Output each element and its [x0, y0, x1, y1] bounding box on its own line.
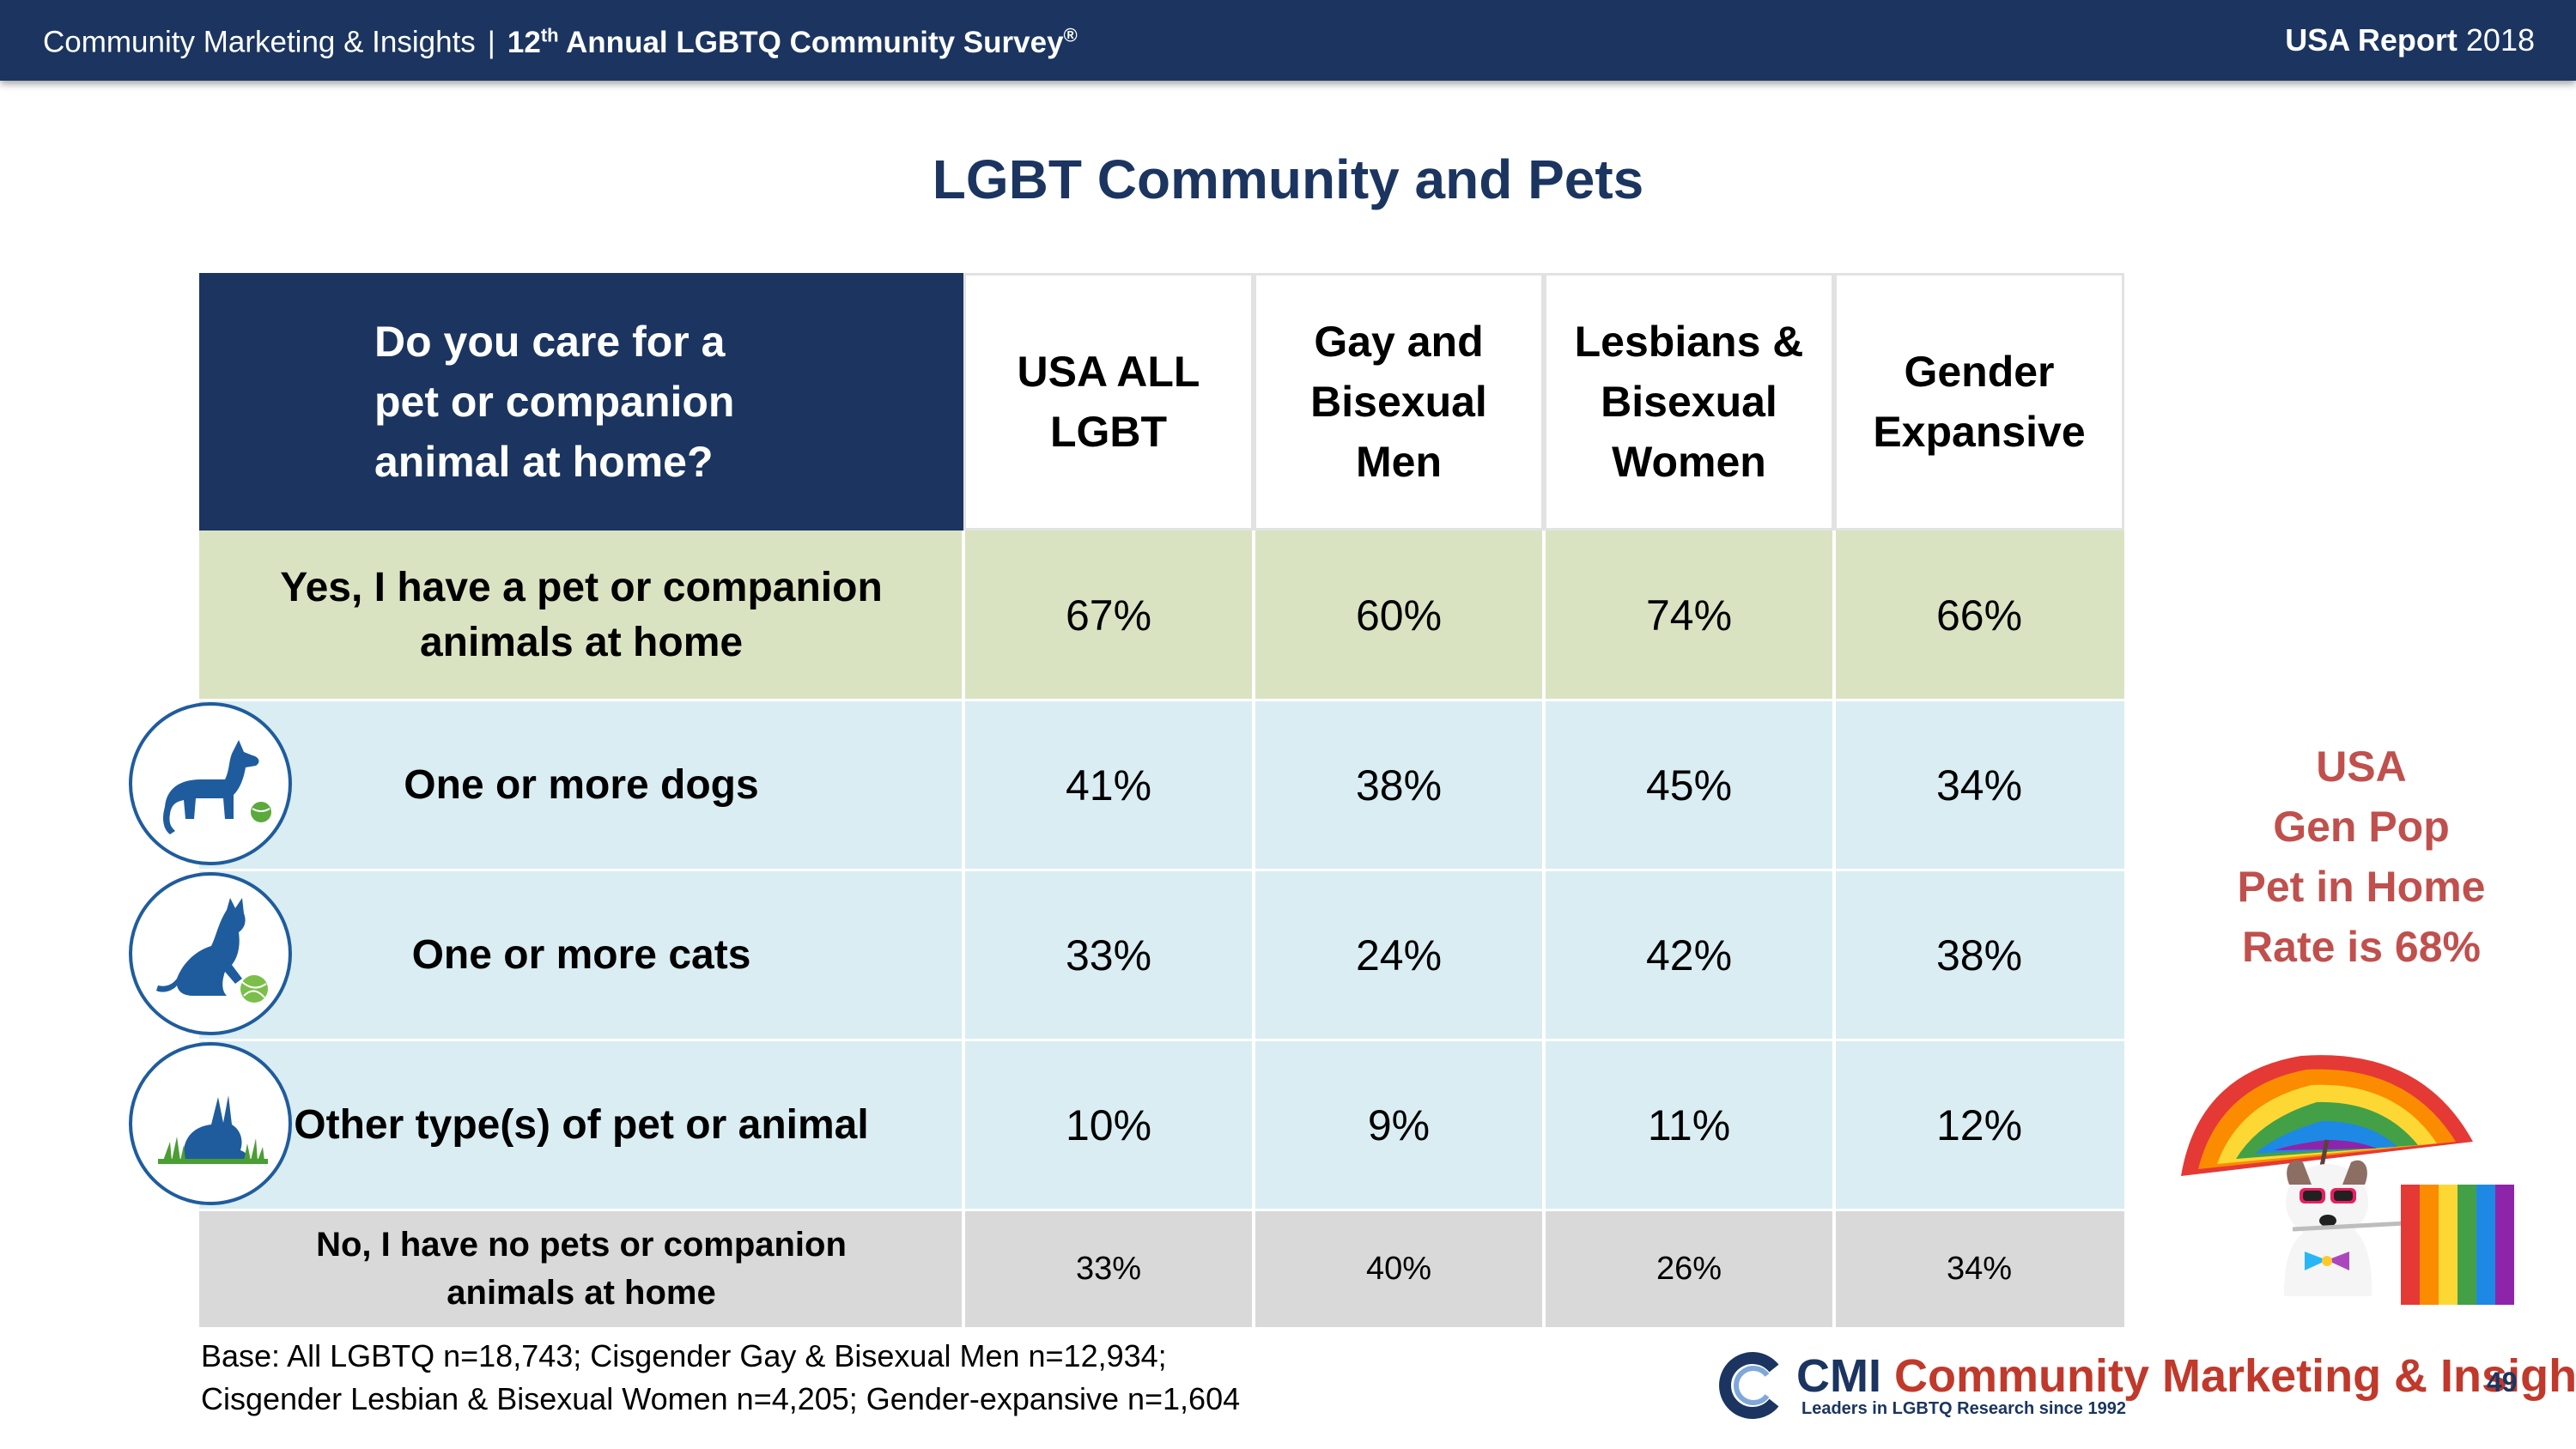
- page-number: 49: [2487, 1367, 2518, 1397]
- divider: [1252, 530, 1255, 1327]
- base-footnote: Base: All LGBTQ n=18,743; Cisgender Gay …: [201, 1335, 1240, 1421]
- divider: [1542, 530, 1546, 1327]
- value-cell: 34%: [1946, 1250, 2013, 1287]
- survey-edition-suffix: th: [540, 24, 559, 45]
- question-line: pet or companion: [374, 378, 735, 426]
- divider: [199, 1209, 2124, 1211]
- logo-text: CMI Community Marketing & Insights: [1796, 1349, 2576, 1403]
- survey-title: 12th Annual LGBTQ Community Survey®: [507, 24, 1078, 59]
- header-line: LGBT: [1049, 408, 1168, 456]
- callout-line: Gen Pop: [2273, 803, 2450, 851]
- top-bar: Community Marketing & Insights | 12th Annu…: [0, 0, 2576, 81]
- divider: [199, 1039, 2124, 1041]
- report-name: USA Report: [2285, 22, 2458, 58]
- row-label-line: animals at home: [447, 1274, 716, 1312]
- callout-line: Pet in Home: [2237, 863, 2486, 911]
- row-bg-yes: [199, 530, 2124, 700]
- row-label-line: Yes, I have a pet or companion: [280, 565, 883, 610]
- org-name: Community Marketing & Insights: [43, 25, 476, 59]
- value-cell: 45%: [1645, 761, 1733, 809]
- header-line: USA ALL: [1017, 348, 1200, 396]
- value-cell: 11%: [1647, 1101, 1731, 1149]
- survey-name: Annual LGBTQ Community Survey: [566, 25, 1064, 59]
- header-line: Gender: [1904, 348, 2055, 396]
- value-cell: 38%: [1935, 931, 2023, 979]
- page-title: LGBT Community and Pets: [932, 149, 1644, 210]
- value-cell: 60%: [1355, 591, 1443, 640]
- question-line: Do you care for a: [374, 318, 726, 366]
- callout-line: USA: [2316, 743, 2407, 791]
- header-line: Bisexual: [1310, 378, 1487, 426]
- row-label-cats: One or more cats: [411, 932, 751, 978]
- report-year: 2018: [2465, 22, 2535, 58]
- divider: [199, 699, 2124, 701]
- header-line: Gay and: [1314, 318, 1484, 366]
- question-header: Do you care for a pet or companion anima…: [199, 273, 963, 530]
- footnote-line: Cisgender Lesbian & Bisexual Women n=4,2…: [201, 1381, 1241, 1416]
- value-cell: 41%: [1065, 761, 1152, 809]
- column-header-lesbian-bi-women: Lesbians & Bisexual Women: [1544, 273, 1834, 530]
- logo-name: Community Marketing & Insights: [1894, 1350, 2576, 1402]
- logo-abbr: CMI: [1796, 1350, 1881, 1402]
- header-line: Lesbians &: [1574, 318, 1804, 366]
- value-cell: 10%: [1065, 1101, 1152, 1149]
- value-cell: 34%: [1935, 761, 2023, 809]
- rainbow-dog-image: [2164, 1039, 2533, 1326]
- value-cell: 66%: [1935, 591, 2023, 640]
- column-header-gay-bi-men: Gay and Bisexual Men: [1254, 273, 1544, 530]
- row-label-yes: Yes, I have a pet or companion animals at…: [199, 530, 963, 700]
- header-line: Men: [1355, 438, 1442, 486]
- value-cell: 33%: [1075, 1250, 1142, 1287]
- column-header-gender-expansive: Gender Expansive: [1834, 273, 2124, 530]
- header-line: Expansive: [1873, 408, 2086, 456]
- callout-line: Rate is 68%: [2242, 923, 2481, 971]
- value-cell: 9%: [1367, 1101, 1431, 1149]
- row-bg-pets: [199, 700, 2124, 1210]
- divider: [1832, 530, 1836, 1327]
- cat-icon: [129, 872, 292, 1035]
- registered-mark: ®: [1063, 24, 1078, 45]
- value-cell: 24%: [1355, 931, 1443, 979]
- rabbit-icon: [129, 1042, 292, 1205]
- header-line: Bisexual: [1601, 378, 1777, 426]
- value-cell: 38%: [1355, 761, 1443, 809]
- value-cell: 40%: [1365, 1250, 1432, 1287]
- dog-icon: [129, 702, 292, 865]
- column-header-usa-all: USA ALL LGBT: [963, 273, 1254, 530]
- logo-tagline: Leaders in LGBTQ Research since 1992: [1801, 1399, 2126, 1418]
- footnote-line: Base: All LGBTQ n=18,743; Cisgender Gay …: [201, 1338, 1167, 1373]
- survey-header: Community Marketing & Insights | 12th Annu…: [43, 24, 1078, 60]
- value-cell: 33%: [1065, 931, 1152, 979]
- value-cell: 26%: [1656, 1250, 1722, 1287]
- header-separator: |: [487, 25, 495, 59]
- survey-edition: 12: [507, 25, 541, 59]
- row-label-line: animals at home: [419, 620, 744, 665]
- cmi-logo-mark: [1719, 1352, 1779, 1419]
- question-line: animal at home?: [374, 438, 714, 486]
- value-cell: 42%: [1645, 931, 1733, 979]
- value-cell: 67%: [1065, 591, 1152, 640]
- report-label: USA Report 2018: [2285, 22, 2535, 58]
- value-cell: 12%: [1935, 1101, 2023, 1149]
- divider: [962, 530, 965, 1327]
- row-label-line: No, I have no pets or companion: [316, 1226, 847, 1264]
- gen-pop-callout: USA Gen Pop Pet in Home Rate is 68%: [2198, 737, 2524, 977]
- divider: [199, 869, 2124, 871]
- value-cell: 74%: [1645, 591, 1733, 640]
- row-label-no: No, I have no pets or companion animals a…: [199, 1210, 963, 1327]
- row-bg-no: [199, 1210, 2124, 1327]
- row-label-dogs: One or more dogs: [404, 762, 759, 808]
- header-line: Women: [1612, 438, 1766, 486]
- row-label-other: Other type(s) of pet or animal: [294, 1102, 869, 1148]
